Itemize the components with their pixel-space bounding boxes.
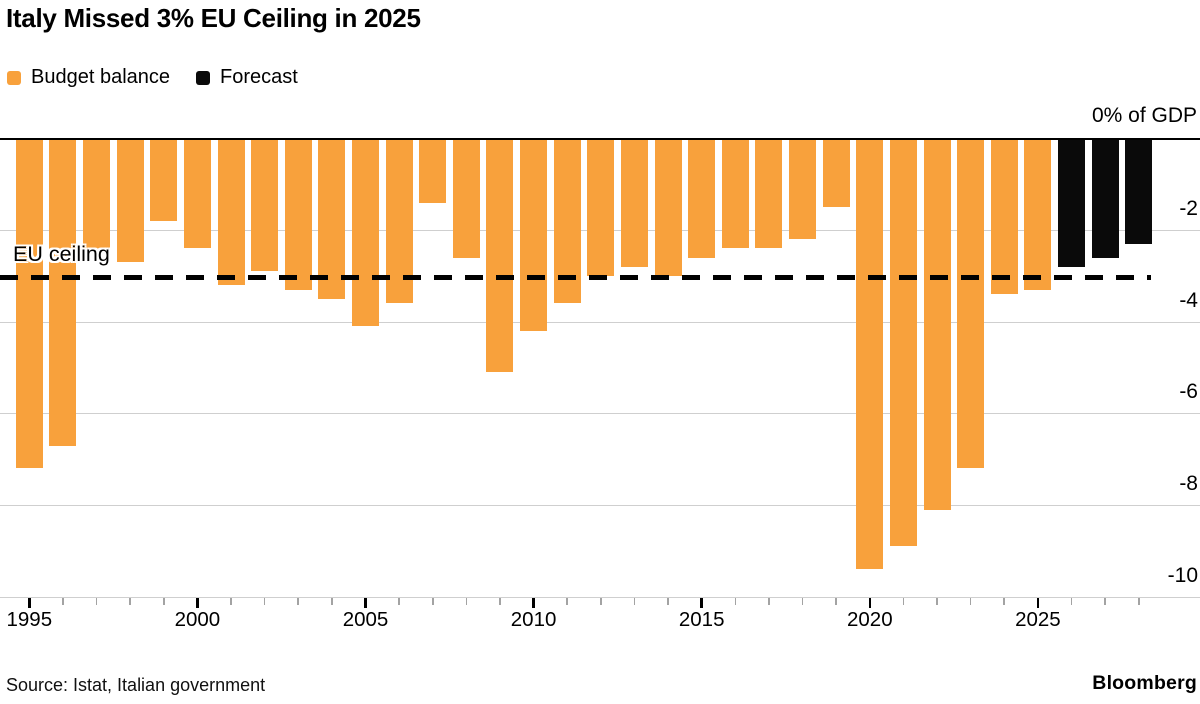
x-tick-2019 — [835, 598, 837, 605]
bar-2025 — [1024, 140, 1052, 290]
x-tick-2015 — [700, 598, 703, 608]
legend-item-forecast: Forecast — [196, 66, 298, 89]
bar-2019 — [822, 140, 850, 208]
bar-2003 — [284, 140, 312, 290]
x-tick-2005 — [364, 598, 367, 608]
bar-2027 — [1091, 140, 1119, 258]
bar-2007 — [419, 140, 447, 203]
x-tick-2006 — [398, 598, 400, 605]
bloomberg-logo: Bloomberg — [1092, 672, 1197, 694]
y-tick-label--6: -6 — [1179, 380, 1198, 404]
bar-1997 — [83, 140, 111, 254]
chart-title: Italy Missed 3% EU Ceiling in 2025 — [6, 3, 421, 33]
x-tick-2003 — [297, 598, 300, 605]
x-tick-2016 — [734, 598, 737, 605]
y-tick-label--2: -2 — [1179, 197, 1198, 221]
bar-2005 — [352, 140, 379, 327]
x-tick-2026 — [1070, 598, 1073, 605]
x-tick-1996 — [62, 598, 64, 605]
gridline--8 — [0, 505, 1200, 507]
x-tick-2018 — [801, 598, 804, 605]
x-tick-2013 — [633, 598, 636, 605]
bar-2009 — [486, 140, 514, 373]
budget-balance-swatch-icon — [7, 70, 21, 85]
y-axis-zero-label: 0% of GDP — [1091, 104, 1197, 127]
bar-2018 — [789, 140, 817, 240]
x-tick-1995 — [28, 598, 31, 608]
x-tick-2023 — [969, 598, 972, 605]
gridline--4 — [0, 321, 1200, 323]
chart-legend: Budget balance Forecast — [7, 66, 298, 89]
bar-2010 — [520, 140, 548, 331]
x-tick-2020 — [868, 598, 872, 608]
bar-2000 — [183, 140, 211, 249]
x-tick-2021 — [902, 598, 905, 605]
gridline--10 — [0, 596, 1200, 598]
x-tick-label-2000: 2000 — [174, 608, 221, 631]
x-tick-2009 — [499, 598, 501, 605]
forecast-swatch-icon — [196, 70, 211, 85]
y-tick-label--10: -10 — [1167, 563, 1198, 587]
bar-2022 — [923, 140, 951, 510]
bar-2024 — [990, 140, 1018, 295]
bar-2004 — [318, 140, 346, 299]
bar-1999 — [150, 140, 178, 221]
x-tick-2022 — [936, 598, 938, 605]
bar-2008 — [452, 140, 480, 258]
bar-2020 — [856, 140, 884, 570]
gridline--6 — [0, 413, 1200, 415]
x-tick-2007 — [431, 598, 434, 605]
legend-item-budget-balance: Budget balance — [7, 66, 170, 89]
x-tick-2017 — [768, 598, 770, 605]
bar-1998 — [116, 140, 144, 263]
bar-2012 — [587, 140, 615, 276]
bar-2016 — [721, 140, 749, 249]
bar-1995 — [15, 140, 43, 469]
eu-ceiling-annotation: EU ceiling — [13, 242, 110, 266]
x-tick-2004 — [331, 598, 333, 605]
source-note: Source: Istat, Italian government — [6, 675, 266, 695]
bar-1996 — [49, 140, 77, 446]
bar-2002 — [251, 140, 279, 272]
x-tick-2008 — [465, 598, 468, 605]
x-tick-2011 — [566, 598, 568, 605]
x-tick-2024 — [1003, 598, 1006, 605]
x-tick-label-1995: 1995 — [6, 608, 53, 631]
bar-2023 — [957, 140, 985, 469]
x-tick-label-2025: 2025 — [1015, 608, 1061, 631]
x-tick-1997 — [95, 598, 98, 605]
x-tick-2012 — [600, 598, 602, 605]
x-tick-1999 — [162, 598, 165, 605]
bar-2001 — [217, 140, 245, 286]
y-tick-label--8: -8 — [1179, 472, 1198, 496]
bar-2021 — [889, 140, 917, 547]
legend-label-budget-balance: Budget balance — [31, 66, 171, 88]
x-tick-2002 — [263, 598, 266, 605]
bar-2013 — [620, 140, 648, 267]
legend-label-forecast: Forecast — [220, 66, 298, 88]
bar-2015 — [688, 140, 716, 258]
x-tick-2010 — [532, 598, 535, 608]
x-tick-label-2015: 2015 — [678, 608, 725, 631]
x-tick-label-2020: 2020 — [846, 608, 893, 631]
x-tick-label-2005: 2005 — [342, 608, 389, 631]
x-tick-2014 — [667, 598, 669, 605]
zero-baseline — [0, 137, 1200, 140]
x-tick-label-2010: 2010 — [510, 608, 557, 631]
bar-2028 — [1125, 140, 1153, 244]
x-tick-2028 — [1137, 598, 1140, 605]
x-tick-1998 — [129, 598, 131, 605]
x-tick-2001 — [230, 598, 232, 605]
x-tick-2000 — [196, 598, 199, 608]
y-tick-label--4: -4 — [1179, 288, 1198, 312]
bar-2026 — [1058, 140, 1086, 267]
eu-ceiling-line — [0, 274, 1151, 280]
bar-2014 — [654, 140, 682, 276]
x-tick-2025 — [1036, 598, 1040, 608]
x-tick-2027 — [1104, 598, 1106, 605]
bar-2017 — [755, 140, 783, 249]
